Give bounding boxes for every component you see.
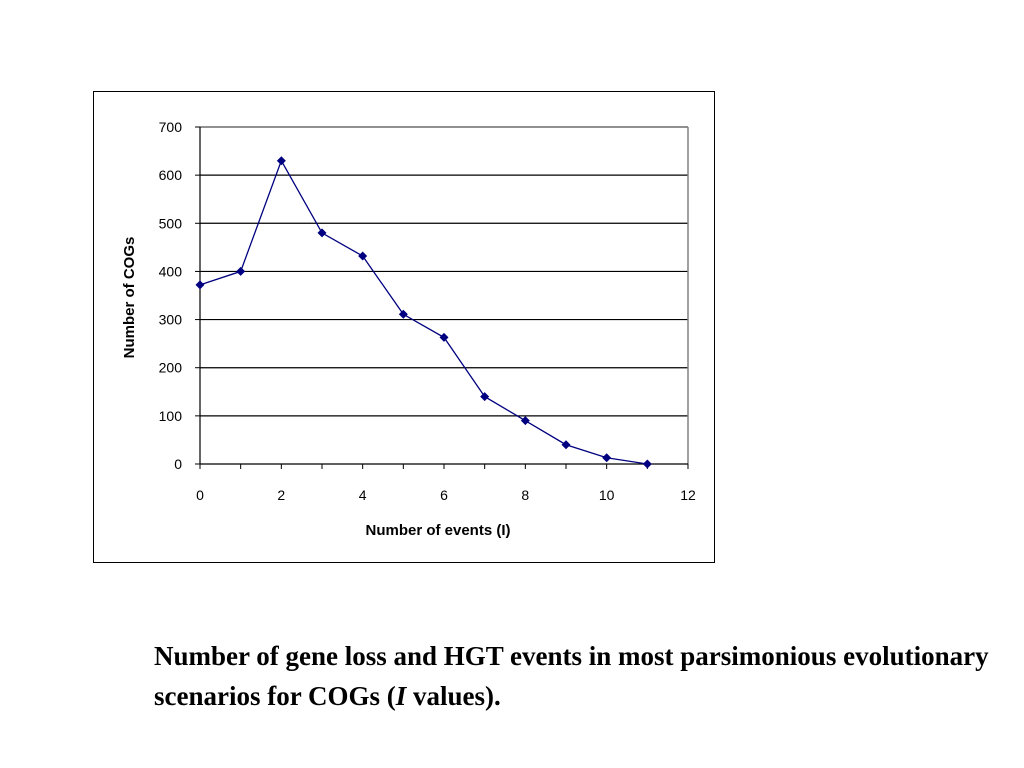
x-tick-label-8: 8 [521, 487, 529, 503]
x-tick-label-4: 4 [359, 487, 367, 503]
x-tick-label-2: 2 [277, 487, 285, 503]
x-tick-label-6: 6 [440, 487, 448, 503]
data-point-0 [195, 280, 205, 290]
y-tick-label-300: 300 [159, 312, 183, 328]
data-point-8 [520, 416, 530, 426]
caption-italic-symbol: I [395, 681, 407, 711]
axis-titles: Number of events (I) Number of COGs [121, 237, 511, 539]
series [195, 156, 652, 469]
data-point-9 [561, 440, 571, 450]
data-point-3 [317, 228, 327, 238]
y-tick-label-100: 100 [159, 408, 183, 424]
data-point-10 [602, 453, 612, 463]
data-point-1 [236, 266, 246, 276]
y-tick-label-0: 0 [174, 456, 182, 472]
y-tick-label-700: 700 [159, 119, 183, 135]
tick-labels: 0 100 200 300 400 500 600 700 0 2 4 6 8 10 12 [159, 119, 696, 503]
y-tick-label-200: 200 [159, 360, 183, 376]
x-tick-label-12: 12 [680, 487, 696, 503]
x-tick-label-10: 10 [599, 487, 615, 503]
x-tick-label-0: 0 [196, 487, 204, 503]
figure-caption: Number of gene loss and HGT events in mo… [154, 636, 1022, 716]
caption-text-part2: values). [406, 681, 501, 711]
data-point-2 [276, 156, 286, 166]
y-tick-label-400: 400 [159, 263, 183, 279]
axes [195, 126, 689, 469]
y-tick-label-500: 500 [159, 215, 183, 231]
chart-frame: 0 100 200 300 400 500 600 700 0 2 4 6 8 10 12 Number o… [93, 91, 715, 563]
caption-text-part1: Number of gene loss and HGT events in mo… [154, 641, 989, 711]
gridlines [200, 126, 688, 417]
data-point-7 [480, 392, 490, 402]
data-point-4 [358, 251, 368, 261]
data-point-11 [642, 459, 652, 469]
y-axis-title: Number of COGs [121, 237, 138, 359]
line-chart: 0 100 200 300 400 500 600 700 0 2 4 6 8 10 12 Number o… [121, 119, 696, 539]
y-tick-label-600: 600 [159, 167, 183, 183]
series-line-0 [199, 159, 648, 465]
data-point-5 [398, 309, 408, 319]
x-axis-title: Number of events (I) [365, 522, 510, 539]
data-point-6 [439, 332, 449, 342]
